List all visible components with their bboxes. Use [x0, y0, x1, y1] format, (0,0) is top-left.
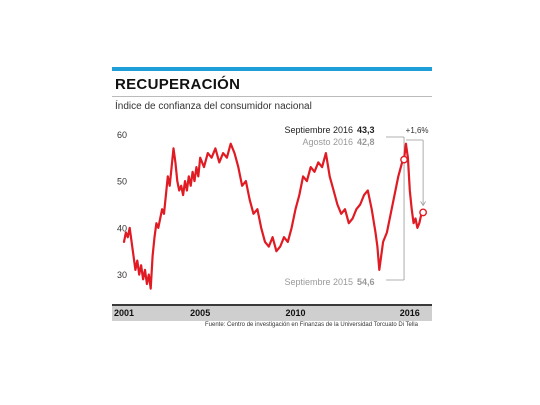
sep2015-value: 54,6	[357, 277, 375, 287]
x-tick-label: 2001	[114, 308, 134, 318]
y-axis-ticks: 30 40 50 60	[117, 130, 127, 280]
y-tick-label: 50	[117, 177, 127, 187]
highlight-markers	[400, 155, 427, 217]
series-line	[122, 142, 425, 290]
change-label: +1,6%	[406, 126, 429, 135]
y-tick-label: 30	[117, 270, 127, 280]
highlight-marker	[419, 208, 427, 217]
source-note: Fuente: Centro de investigación en Finan…	[205, 322, 418, 328]
x-tick-label: 2016	[400, 308, 420, 318]
highlight-marker	[400, 155, 408, 164]
y-tick-label: 40	[117, 223, 127, 233]
chart-subtitle: Índice de confianza del consumidor nacio…	[115, 101, 312, 112]
aug2016-value: 42,8	[357, 137, 375, 147]
y-tick-label: 60	[117, 130, 127, 140]
x-axis-band	[112, 304, 432, 321]
chart-title: RECUPERACIÓN	[115, 76, 241, 93]
accent-bar	[112, 67, 432, 71]
x-axis-ticks: 2001 2005 2010 2016	[114, 308, 420, 318]
aug2016-label: Agosto 2016	[302, 137, 353, 147]
sep2015-label: Septiembre 2015	[284, 277, 353, 287]
sep2016-label: Septiembre 2016	[284, 125, 353, 135]
sep2016-value: 43,3	[357, 125, 375, 135]
x-tick-label: 2005	[190, 308, 210, 318]
title-divider	[112, 96, 432, 97]
arrowhead	[420, 201, 426, 207]
x-tick-label: 2010	[285, 308, 305, 318]
